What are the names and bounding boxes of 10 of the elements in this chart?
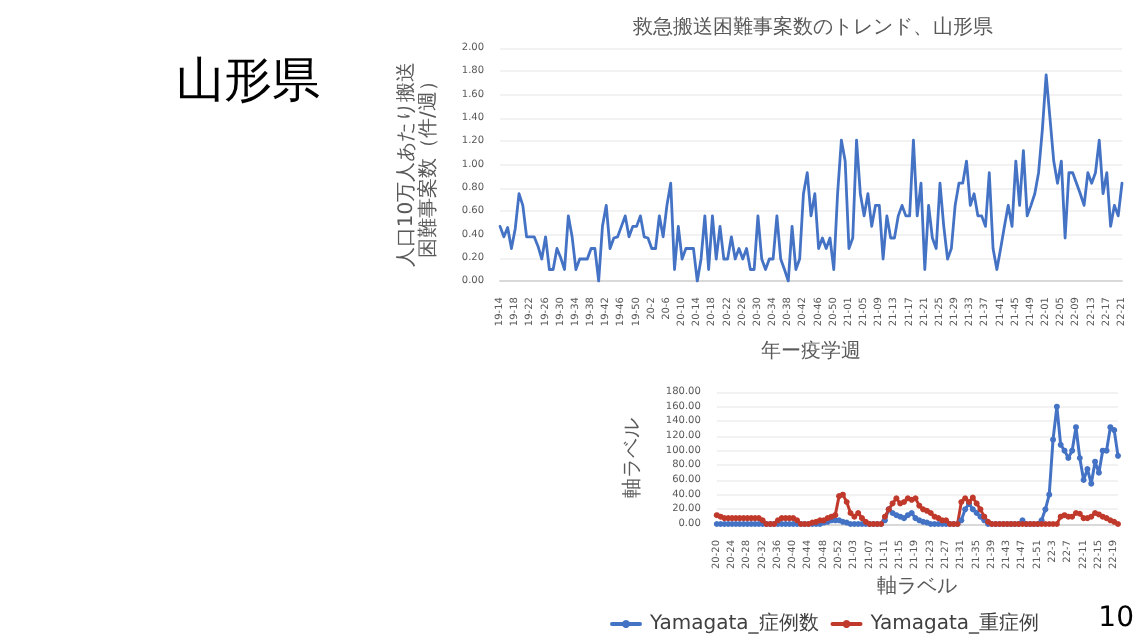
line-series — [498, 73, 1124, 283]
x-axis-title: 年ー疫学週 — [761, 339, 862, 363]
chart-title: 救急搬送困難事案数のトレンド、山形県 — [631, 15, 993, 39]
y-axis-title: 軸ラベル — [620, 418, 644, 498]
y-axis-title: 人口10万人あたり搬送困難事案数（件/週） — [394, 61, 440, 268]
text: 山形県 — [176, 50, 320, 112]
x-axis-title: 軸ラベル — [877, 573, 958, 598]
text: 10 — [1098, 602, 1134, 634]
legend-label: Yamagata_症例数 — [648, 611, 819, 635]
legend-label: Yamagata_重症例 — [868, 611, 1040, 635]
